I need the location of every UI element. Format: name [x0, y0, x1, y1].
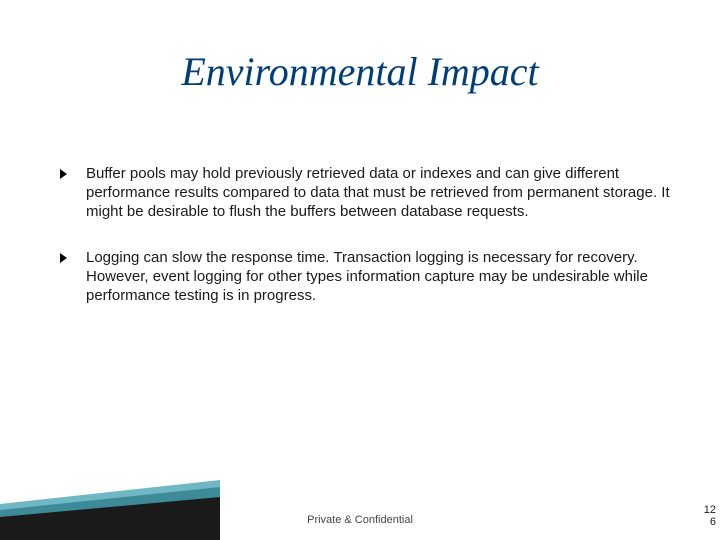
footer-label: Private & Confidential — [0, 514, 720, 526]
bullet-item: Buffer pools may hold previously retriev… — [60, 165, 684, 221]
triangle-bullet-icon — [60, 169, 67, 179]
bullet-text: Logging can slow the response time. Tran… — [86, 249, 648, 304]
page-number-top: 12 — [704, 504, 716, 516]
page-number-bottom: 6 — [704, 516, 716, 528]
bullet-text: Buffer pools may hold previously retriev… — [86, 165, 670, 220]
slide-title: Environmental Impact — [0, 48, 720, 95]
corner-decoration — [0, 480, 220, 540]
slide: Environmental Impact Buffer pools may ho… — [0, 0, 720, 540]
triangle-bullet-icon — [60, 253, 67, 263]
bullet-item: Logging can slow the response time. Tran… — [60, 249, 684, 305]
page-number: 12 6 — [704, 504, 716, 528]
slide-body: Buffer pools may hold previously retriev… — [60, 165, 684, 334]
